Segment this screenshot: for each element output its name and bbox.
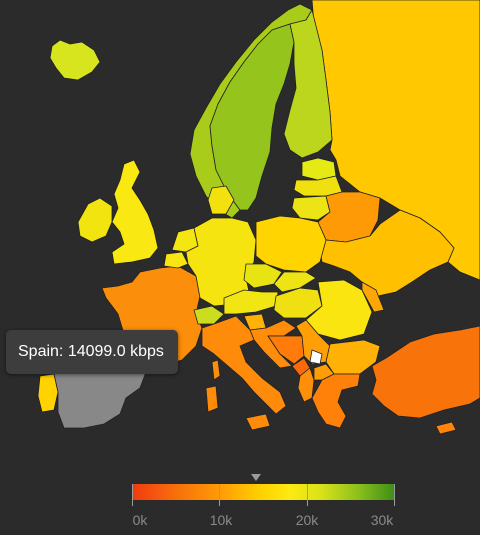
europe-map: [37, 0, 480, 435]
legend-label-0: 0k: [132, 512, 148, 528]
country-sicily[interactable]: [245, 413, 271, 431]
country-romania[interactable]: [305, 279, 373, 341]
legend-tick-0: [132, 484, 133, 506]
legend-value-marker: [250, 474, 261, 481]
legend-label-1: 10k: [209, 512, 233, 528]
country-belgium[interactable]: [163, 251, 189, 269]
country-sardinia[interactable]: [205, 385, 219, 413]
country-greece[interactable]: [311, 373, 361, 429]
legend-gradient-bar: [132, 484, 395, 500]
country-ireland[interactable]: [77, 197, 113, 243]
tooltip-text: Spain: 14099.0 kbps: [18, 343, 164, 360]
country-finland[interactable]: [283, 9, 333, 159]
legend-label-2: 20k: [295, 512, 319, 528]
country-corsica[interactable]: [211, 359, 221, 381]
country-ukraine[interactable]: [319, 209, 455, 297]
country-spain[interactable]: [53, 367, 147, 429]
country-switzerland[interactable]: [193, 305, 225, 325]
country-moldova[interactable]: [361, 281, 385, 313]
country-sweden[interactable]: [209, 23, 295, 211]
country-iceland[interactable]: [49, 39, 101, 81]
country-poland[interactable]: [255, 215, 327, 273]
country-bulgaria[interactable]: [325, 339, 381, 375]
country-slovakia[interactable]: [273, 271, 317, 293]
country-tooltip: Spain: 14099.0 kbps: [6, 330, 178, 374]
country-cyprus[interactable]: [435, 421, 457, 435]
color-legend: 0k 10k 20k 30k: [132, 474, 395, 530]
country-turkey[interactable]: [371, 325, 480, 419]
country-kosovo[interactable]: [309, 349, 323, 365]
country-denmark[interactable]: [207, 185, 235, 215]
country-belarus[interactable]: [317, 191, 381, 243]
country-estonia[interactable]: [301, 157, 337, 181]
country-italy[interactable]: [201, 315, 287, 415]
country-hungary[interactable]: [273, 287, 323, 319]
legend-tick-1: [219, 484, 220, 506]
legend-label-3: 30k: [370, 512, 394, 528]
legend-tick-2: [307, 484, 308, 506]
country-uk[interactable]: [111, 159, 159, 265]
legend-tick-3: [394, 484, 395, 506]
